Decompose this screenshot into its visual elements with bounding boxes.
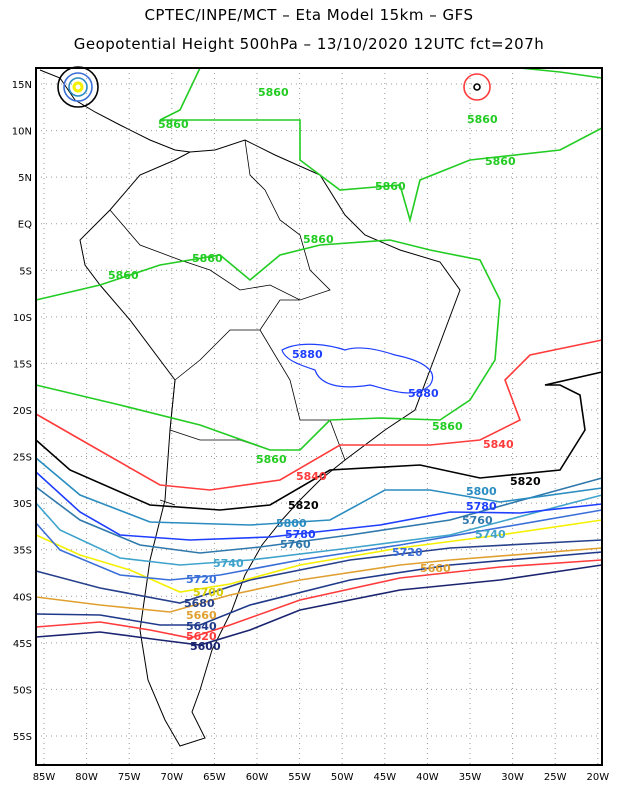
contour-5860-ne [519,67,603,79]
axis-ticks: 15N 10N 5N EQ 5S 10S 15S 20S 25S 30S 35S 40S 45S 50S 5… [12,80,609,783]
contour-5620 [35,559,603,639]
lat-tick-label: 30S [13,499,32,510]
lat-tick-label: 5S [19,266,32,277]
contours [35,66,603,646]
contour-label: 5840 [483,438,514,451]
contour-label: 5860 [108,269,139,282]
lat-tick-label: 45S [13,639,32,650]
lat-tick-label: 10N [12,127,32,138]
lat-tick-label: 20S [13,406,32,417]
lat-tick-label: 25S [13,453,32,464]
contour-label: 5720 [392,546,423,559]
lat-tick-label: EQ [18,220,32,231]
contour-5640 [35,551,603,626]
contour-label: 5640 [186,620,217,633]
contour-label: 5880 [408,387,439,400]
contour-5600 [35,564,603,646]
contour-label: 5600 [190,640,221,653]
contour-label: 5700 [193,586,224,599]
low-ring-4 [72,81,84,93]
central-america-outline [39,69,191,153]
lat-tick-label: 35S [13,546,32,557]
country-borders [109,139,346,506]
contour-label: 5680 [184,597,215,610]
chart-subtitle: Geopotential Height 500hPa – 13/10/2020 … [73,35,545,53]
contour-5680 [35,539,603,604]
contour-label: 5860 [432,420,463,433]
contour-label: 5660 [420,562,451,575]
contour-5780 [35,471,603,541]
lat-tick-label: 50S [13,685,32,696]
contour-5760 [35,477,603,554]
contour-5860-south [35,239,501,451]
lon-tick-label: 55W [288,772,311,783]
lat-tick-label: 15N [12,80,32,91]
contour-5800 [35,457,603,526]
lon-tick-label: 25W [544,772,567,783]
contour-label: 5660 [186,609,217,622]
contour-label: 5860 [467,113,498,126]
lon-tick-label: 40W [416,772,439,783]
lon-tick-label: 50W [331,772,354,783]
high-ring-inner [473,83,481,91]
coastlines [39,69,461,747]
lon-tick-label: 35W [459,772,482,783]
lon-tick-label: 80W [75,772,98,783]
contour-label: 5860 [158,118,189,131]
contour-label: 5780 [466,500,497,513]
contour-label: 5620 [186,630,217,643]
lon-tick-label: 60W [246,772,269,783]
lat-tick-label: 15S [13,359,32,370]
plot-frame [35,67,603,766]
contour-5720 [35,509,603,581]
lat-tick-label: 40S [13,592,32,603]
high-ring [463,73,491,101]
contour-label: 5740 [475,528,506,541]
lon-tick-label: 45W [373,772,396,783]
chart-title: CPTEC/INPE/MCT – Eta Model 15km – GFS [144,6,474,24]
contour-label: 5800 [466,485,497,498]
contour-label: 5860 [375,180,406,193]
contour-5660 [35,547,603,613]
lat-tick-label: 10S [13,313,32,324]
contour-5700 [35,519,603,593]
contour-label: 5760 [462,514,493,527]
contour-label: 5740 [213,557,244,570]
lon-tick-label: 20W [586,772,609,783]
lon-tick-label: 30W [501,772,524,783]
contour-label: 5760 [280,538,311,551]
contour-label: 5820 [288,499,319,512]
contour-label: 5860 [258,86,289,99]
contour-label: 5880 [292,348,323,361]
grid-lines [36,68,602,765]
lon-tick-label: 85W [33,772,56,783]
contour-label: 5780 [285,528,316,541]
contour-label: 5860 [303,233,334,246]
lat-tick-label: 5N [18,173,32,184]
lat-tick-label: 55S [13,732,32,743]
contour-label: 5820 [510,475,541,488]
lon-tick-label: 70W [160,772,183,783]
contour-5860-north [159,67,603,224]
contour-label: 5720 [186,573,217,586]
contour-label: 5860 [485,155,516,168]
low-ring-2 [63,72,93,102]
contour-label: 5860 [192,252,223,265]
lon-tick-label: 65W [203,772,226,783]
contour-5840 [35,339,603,491]
lon-tick-label: 75W [118,772,141,783]
contour-5880-a [281,343,434,394]
contour-labels: 5860 5860 5860 5860 5860 5860 5860 5860 … [108,86,541,653]
contour-5820 [35,371,603,511]
contour-label: 5860 [256,453,287,466]
contour-label: 5840 [296,470,327,483]
contour-label: 5800 [276,517,307,530]
contour-5740 [35,494,603,566]
south-america-outline [79,139,461,747]
low-ring-3 [68,77,88,97]
